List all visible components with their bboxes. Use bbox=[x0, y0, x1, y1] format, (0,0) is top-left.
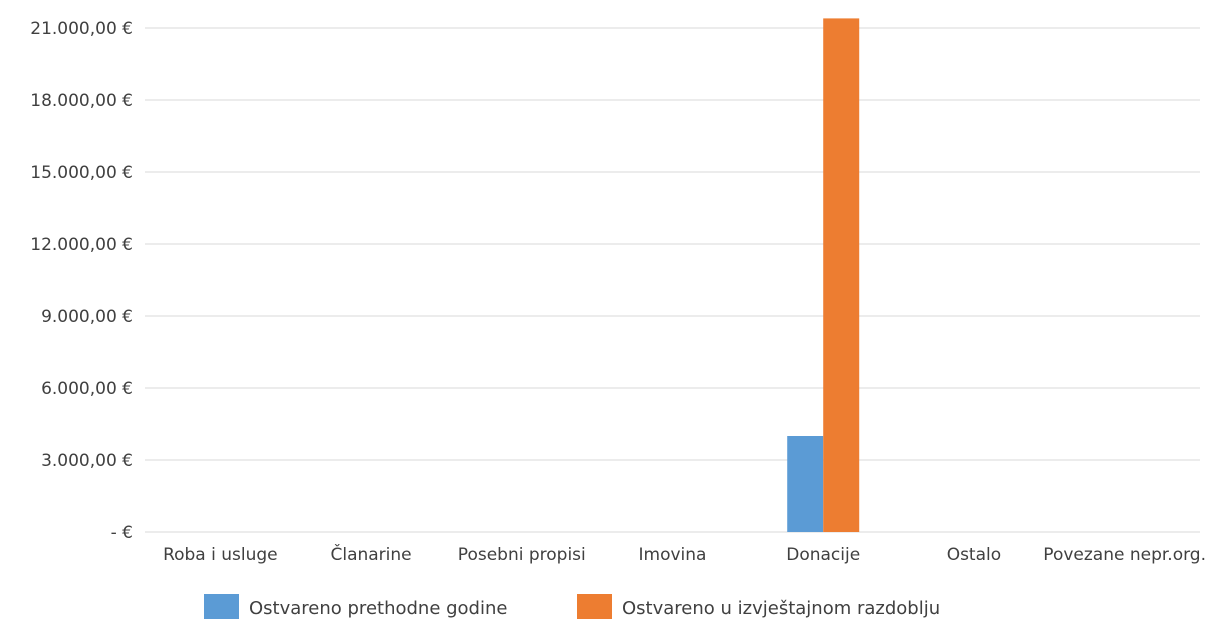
y-tick-label: 21.000,00 € bbox=[30, 19, 133, 39]
y-axis: - € 3.000,00 € 6.000,00 € 9.000,00 € 12.000,… bbox=[30, 19, 133, 543]
x-tick-label: Imovina bbox=[639, 545, 707, 565]
gridlines bbox=[145, 27, 1200, 533]
legend-swatch bbox=[204, 594, 239, 619]
legend: Ostvareno prethodne godine Ostvareno u iz… bbox=[204, 594, 940, 619]
y-tick-label: 12.000,00 € bbox=[30, 235, 133, 255]
bar bbox=[823, 18, 860, 532]
y-tick-label: 6.000,00 € bbox=[41, 379, 133, 399]
y-tick-label: 9.000,00 € bbox=[41, 307, 133, 327]
x-tick-label: Donacije bbox=[786, 545, 860, 565]
y-tick-label: 15.000,00 € bbox=[30, 163, 133, 183]
legend-label: Ostvareno u izvještajnom razdoblju bbox=[622, 598, 940, 619]
x-tick-label: Članarine bbox=[330, 543, 411, 565]
legend-label: Ostvareno prethodne godine bbox=[249, 598, 507, 619]
y-tick-label: 18.000,00 € bbox=[30, 91, 133, 111]
bar bbox=[787, 436, 824, 532]
bars bbox=[787, 18, 860, 532]
legend-swatch bbox=[577, 594, 612, 619]
x-tick-label: Roba i usluge bbox=[163, 545, 278, 565]
x-tick-label: Posebni propisi bbox=[458, 545, 586, 565]
y-tick-label: - € bbox=[111, 523, 133, 543]
x-tick-label: Ostalo bbox=[947, 545, 1001, 565]
x-tick-label: Povezane nepr.org. bbox=[1043, 545, 1206, 565]
y-tick-label: 3.000,00 € bbox=[41, 451, 133, 471]
x-axis: Roba i usluge Članarine Posebni propisi Imo… bbox=[163, 543, 1206, 565]
